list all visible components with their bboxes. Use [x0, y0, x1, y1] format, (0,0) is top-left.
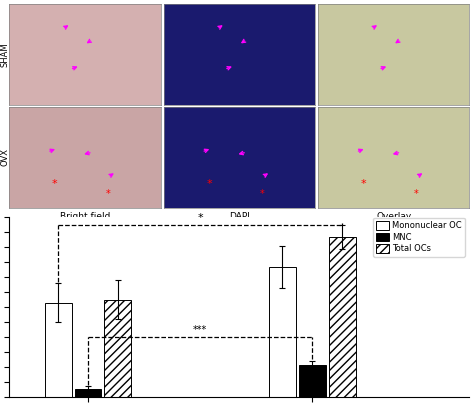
X-axis label: Overlay: Overlay [376, 212, 411, 221]
Text: *: * [260, 190, 264, 199]
Text: ***: *** [193, 326, 207, 335]
Y-axis label: OVX: OVX [1, 148, 10, 166]
Bar [45, 303, 72, 397]
Text: *: * [361, 179, 366, 190]
Bar [328, 237, 356, 397]
Text: *: * [414, 190, 419, 199]
Legend: Mononuclear OC, MNC, Total OCs: Mononuclear OC, MNC, Total OCs [373, 217, 465, 257]
Text: *: * [105, 190, 110, 199]
Text: *: * [206, 179, 212, 190]
Text: *: * [52, 179, 58, 190]
Bar [299, 365, 326, 397]
Y-axis label: SHAM: SHAM [1, 42, 10, 67]
Bar [74, 390, 101, 397]
X-axis label: Bright field: Bright field [60, 212, 110, 221]
Bar [104, 300, 131, 397]
Bar [269, 266, 296, 397]
X-axis label: DAPI: DAPI [229, 212, 250, 221]
Text: *: * [197, 213, 203, 223]
